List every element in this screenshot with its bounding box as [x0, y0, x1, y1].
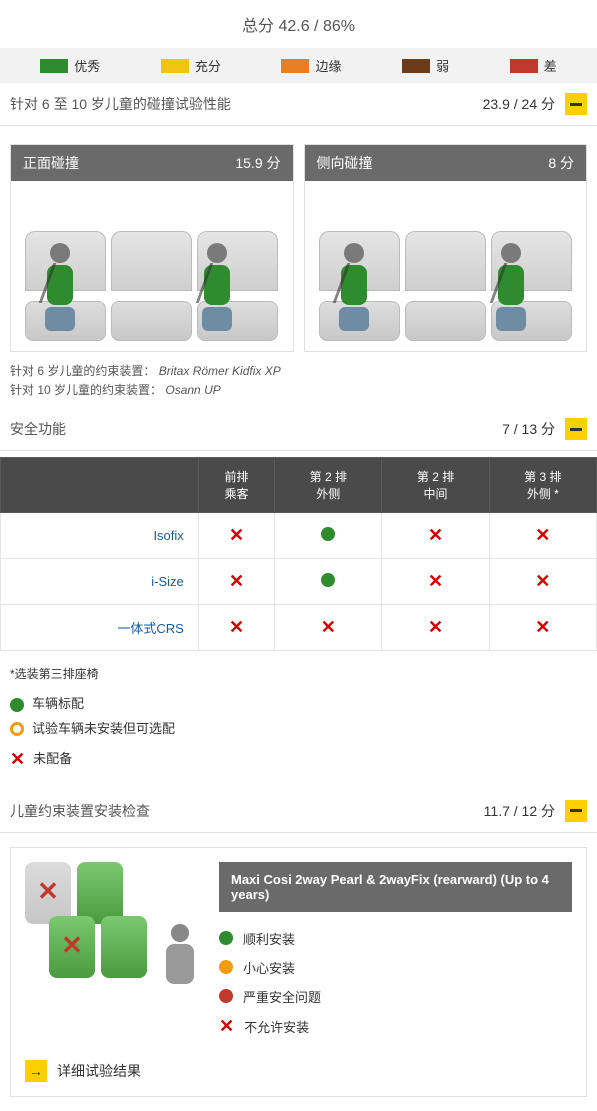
dot-green-icon: [321, 527, 335, 541]
legend-row: 试验车辆未安装但可选配: [10, 717, 587, 742]
install-seat-diagram: [25, 862, 205, 1002]
dot-red-icon: [219, 989, 233, 1003]
install-status-row: 严重安全问题: [219, 982, 572, 1011]
table-row: 一体式CRS ✕ ✕ ✕ ✕: [1, 605, 597, 651]
restraint-notes: 针对 6 岁儿童的约束装置： Britax Römer Kidfix XP 针对…: [0, 360, 597, 408]
frontal-crash-illustration: [11, 181, 293, 351]
seat-pos-1: [25, 862, 71, 924]
table-cell: ✕: [198, 605, 274, 651]
legend-chip: [402, 59, 430, 73]
install-status-row: ✕不允许安装: [219, 1011, 572, 1042]
row-label[interactable]: 一体式CRS: [1, 605, 199, 651]
cross-icon: ✕: [535, 571, 550, 591]
cross-icon: ✕: [219, 1016, 234, 1037]
total-score: 总分 42.6 / 86%: [0, 0, 597, 48]
legend-chip: [40, 59, 68, 73]
section-title: 儿童约束装置安装检查: [10, 801, 150, 821]
table-column-header: 第 3 排外侧 *: [489, 458, 596, 513]
table-row: Isofix ✕ ✕ ✕: [1, 513, 597, 559]
section-title: 安全功能: [10, 419, 66, 439]
install-check-body: Maxi Cosi 2way Pearl & 2wayFix (rearward…: [10, 847, 587, 1097]
legend-marginal: 边缘: [281, 56, 341, 75]
crash-title: 侧向碰撞: [317, 153, 373, 173]
side-crash-card: 侧向碰撞 8 分: [304, 144, 588, 352]
legend-chip: [510, 59, 538, 73]
table-cell: [275, 559, 382, 605]
section-score: 7 / 13 分: [502, 419, 555, 439]
cross-icon: ✕: [229, 525, 244, 545]
legend-row: 车辆标配: [10, 692, 587, 717]
section-title: 针对 6 至 10 岁儿童的碰撞试验性能: [10, 94, 231, 114]
detail-results-link[interactable]: → 详细试验结果: [25, 1042, 572, 1082]
cross-icon: ✕: [428, 571, 443, 591]
seat-pos-2: [77, 862, 123, 924]
cross-icon: ✕: [535, 617, 550, 637]
collapse-toggle[interactable]: [565, 93, 587, 115]
collapse-toggle[interactable]: [565, 418, 587, 440]
section-score: 23.9 / 24 分: [483, 94, 555, 114]
table-column-header: 第 2 排中间: [382, 458, 489, 513]
table-column-header: 第 2 排外侧: [275, 458, 382, 513]
cross-icon: ✕: [10, 742, 25, 776]
table-footnote: *选装第三排座椅: [0, 651, 597, 686]
cross-icon: ✕: [321, 617, 336, 637]
collapse-toggle[interactable]: [565, 800, 587, 822]
install-status-row: 小心安装: [219, 953, 572, 982]
section-score: 11.7 / 12 分: [484, 801, 555, 821]
occupant-dummy: [157, 924, 203, 1002]
row-label[interactable]: Isofix: [1, 513, 199, 559]
ring-orange-icon: [10, 722, 24, 736]
legend-chip: [161, 59, 189, 73]
dot-green-icon: [219, 931, 233, 945]
cross-icon: ✕: [229, 617, 244, 637]
table-row: i-Size ✕ ✕ ✕: [1, 559, 597, 605]
legend-weak: 弱: [402, 56, 449, 75]
table-cell: ✕: [382, 513, 489, 559]
table-cell: ✕: [489, 513, 596, 559]
seat-pos-3: [49, 916, 95, 978]
arrow-icon: →: [25, 1060, 47, 1082]
dot-green-icon: [321, 573, 335, 587]
crs-product-title: Maxi Cosi 2way Pearl & 2wayFix (rearward…: [219, 862, 572, 912]
section-crash-header: 针对 6 至 10 岁儿童的碰撞试验性能 23.9 / 24 分: [0, 83, 597, 126]
legend-poor: 差: [510, 56, 557, 75]
rating-legend: 优秀 充分 边缘 弱 差: [0, 48, 597, 83]
legend-chip: [281, 59, 309, 73]
table-cell: ✕: [198, 559, 274, 605]
section-safety-header: 安全功能 7 / 13 分: [0, 408, 597, 451]
legend-row: ✕未配备: [10, 742, 587, 776]
crash-title: 正面碰撞: [23, 153, 79, 173]
table-cell: ✕: [198, 513, 274, 559]
crash-score: 15.9 分: [235, 153, 280, 173]
frontal-crash-card: 正面碰撞 15.9 分: [10, 144, 294, 352]
dot-orange-icon: [219, 960, 233, 974]
safety-features-table: 前排乘客第 2 排外侧第 2 排中间第 3 排外侧 * Isofix✕✕✕i-S…: [0, 457, 597, 651]
row-label[interactable]: i-Size: [1, 559, 199, 605]
crash-score: 8 分: [548, 153, 574, 173]
install-status-row: 顺利安装: [219, 924, 572, 953]
dot-green-icon: [10, 698, 24, 712]
table-cell: ✕: [489, 559, 596, 605]
table-legend: 车辆标配试验车辆未安装但可选配✕未配备: [0, 686, 597, 790]
table-cell: ✕: [382, 559, 489, 605]
cross-icon: ✕: [428, 617, 443, 637]
side-crash-illustration: [305, 181, 587, 351]
table-cell: ✕: [275, 605, 382, 651]
cross-icon: ✕: [428, 525, 443, 545]
legend-adequate: 充分: [161, 56, 221, 75]
seat-pos-4: [101, 916, 147, 978]
crash-cards: 正面碰撞 15.9 分 侧向碰撞 8 分: [0, 126, 597, 360]
table-column-header: 前排乘客: [198, 458, 274, 513]
table-cell: [275, 513, 382, 559]
section-install-header: 儿童约束装置安装检查 11.7 / 12 分: [0, 790, 597, 833]
legend-excellent: 优秀: [40, 56, 100, 75]
table-cell: ✕: [489, 605, 596, 651]
table-cell: ✕: [382, 605, 489, 651]
cross-icon: ✕: [229, 571, 244, 591]
cross-icon: ✕: [535, 525, 550, 545]
